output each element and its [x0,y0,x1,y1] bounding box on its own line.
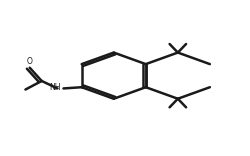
Text: NH: NH [49,83,60,93]
Text: O: O [27,57,33,66]
